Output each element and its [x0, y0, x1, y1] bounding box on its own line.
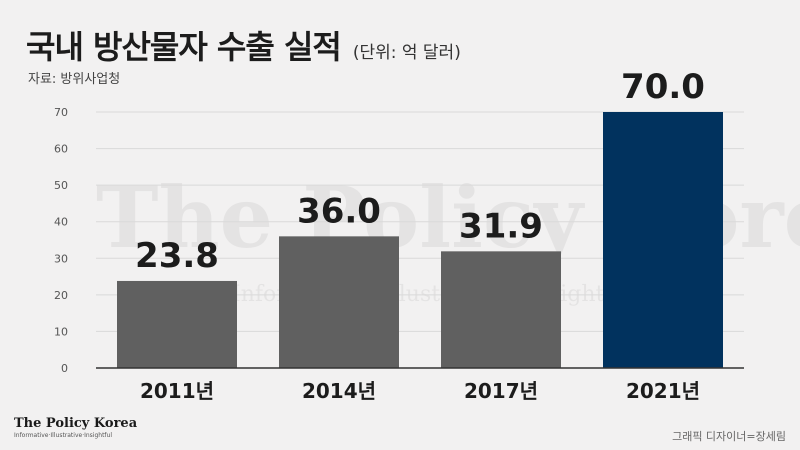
bar-value-label: 70.0: [621, 67, 705, 107]
bar: [279, 236, 399, 368]
y-tick-label: 10: [54, 325, 68, 338]
y-tick-label: 40: [54, 216, 68, 229]
title-row: 국내 방산물자 수출 실적 (단위: 억 달러): [26, 22, 461, 68]
x-tick-label: 2021년: [626, 379, 700, 403]
x-tick-label: 2017년: [464, 379, 538, 403]
y-tick-label: 70: [54, 106, 68, 119]
bar: [603, 112, 723, 368]
bar: [441, 251, 561, 368]
y-tick-label: 30: [54, 252, 68, 265]
y-tick-label: 60: [54, 143, 68, 156]
source-label: 자료: 방위사업청: [28, 72, 121, 87]
y-tick-label: 50: [54, 179, 68, 192]
y-tick-label: 20: [54, 289, 68, 302]
brand-tagline: Informative·Illustrative·Insightful: [14, 432, 113, 439]
unit-label: (단위: 억 달러): [352, 43, 461, 63]
brand-logo: The Policy Korea: [14, 416, 138, 431]
bar-value-label: 31.9: [459, 206, 543, 246]
bar: [117, 280, 237, 368]
chart-title: 국내 방산물자 수출 실적: [26, 28, 342, 66]
footer-brand: The Policy Korea Informative·Illustrativ…: [14, 416, 137, 439]
designer-credit: 그래픽 디자이너=장세림: [672, 430, 786, 443]
bar-value-label: 36.0: [297, 191, 381, 231]
x-tick-label: 2014년: [302, 379, 376, 403]
x-tick-label: 2011년: [140, 379, 214, 403]
y-tick-label: 0: [61, 362, 68, 375]
bar-value-label: 23.8: [135, 236, 219, 276]
